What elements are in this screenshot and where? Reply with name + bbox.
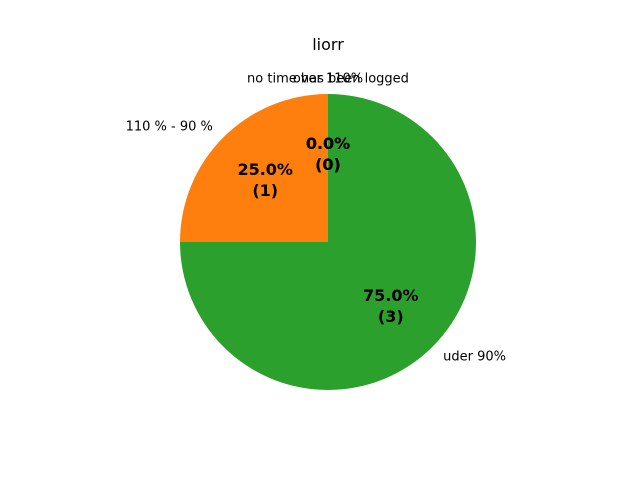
slice-label-no-time-has-been-logged: no time has been logged [247,72,409,87]
slice-label-over-110: over 110% [293,72,363,87]
slice-percent-no-time-has-been-logged: 0.0% (0) [306,134,350,174]
pie-slice-uder-90 [180,94,476,390]
slice-percent-110-90: 25.0% (1) [237,160,293,200]
slice-percent-over-110: 0.0% (0) [306,134,350,174]
pie-labels: 110 % - 90 % 25.0% (1) uder 90% 75.0% (3) over… [126,72,506,365]
slice-label-uder-90: uder 90% [443,350,506,365]
slice-percent-uder-90: 75.0% (3) [363,286,419,326]
chart-title: liorr [312,35,344,54]
pie-slice-110-90 [180,94,328,242]
slice-label-110-90: 110 % - 90 % [126,119,213,134]
pie-slices [180,94,476,390]
